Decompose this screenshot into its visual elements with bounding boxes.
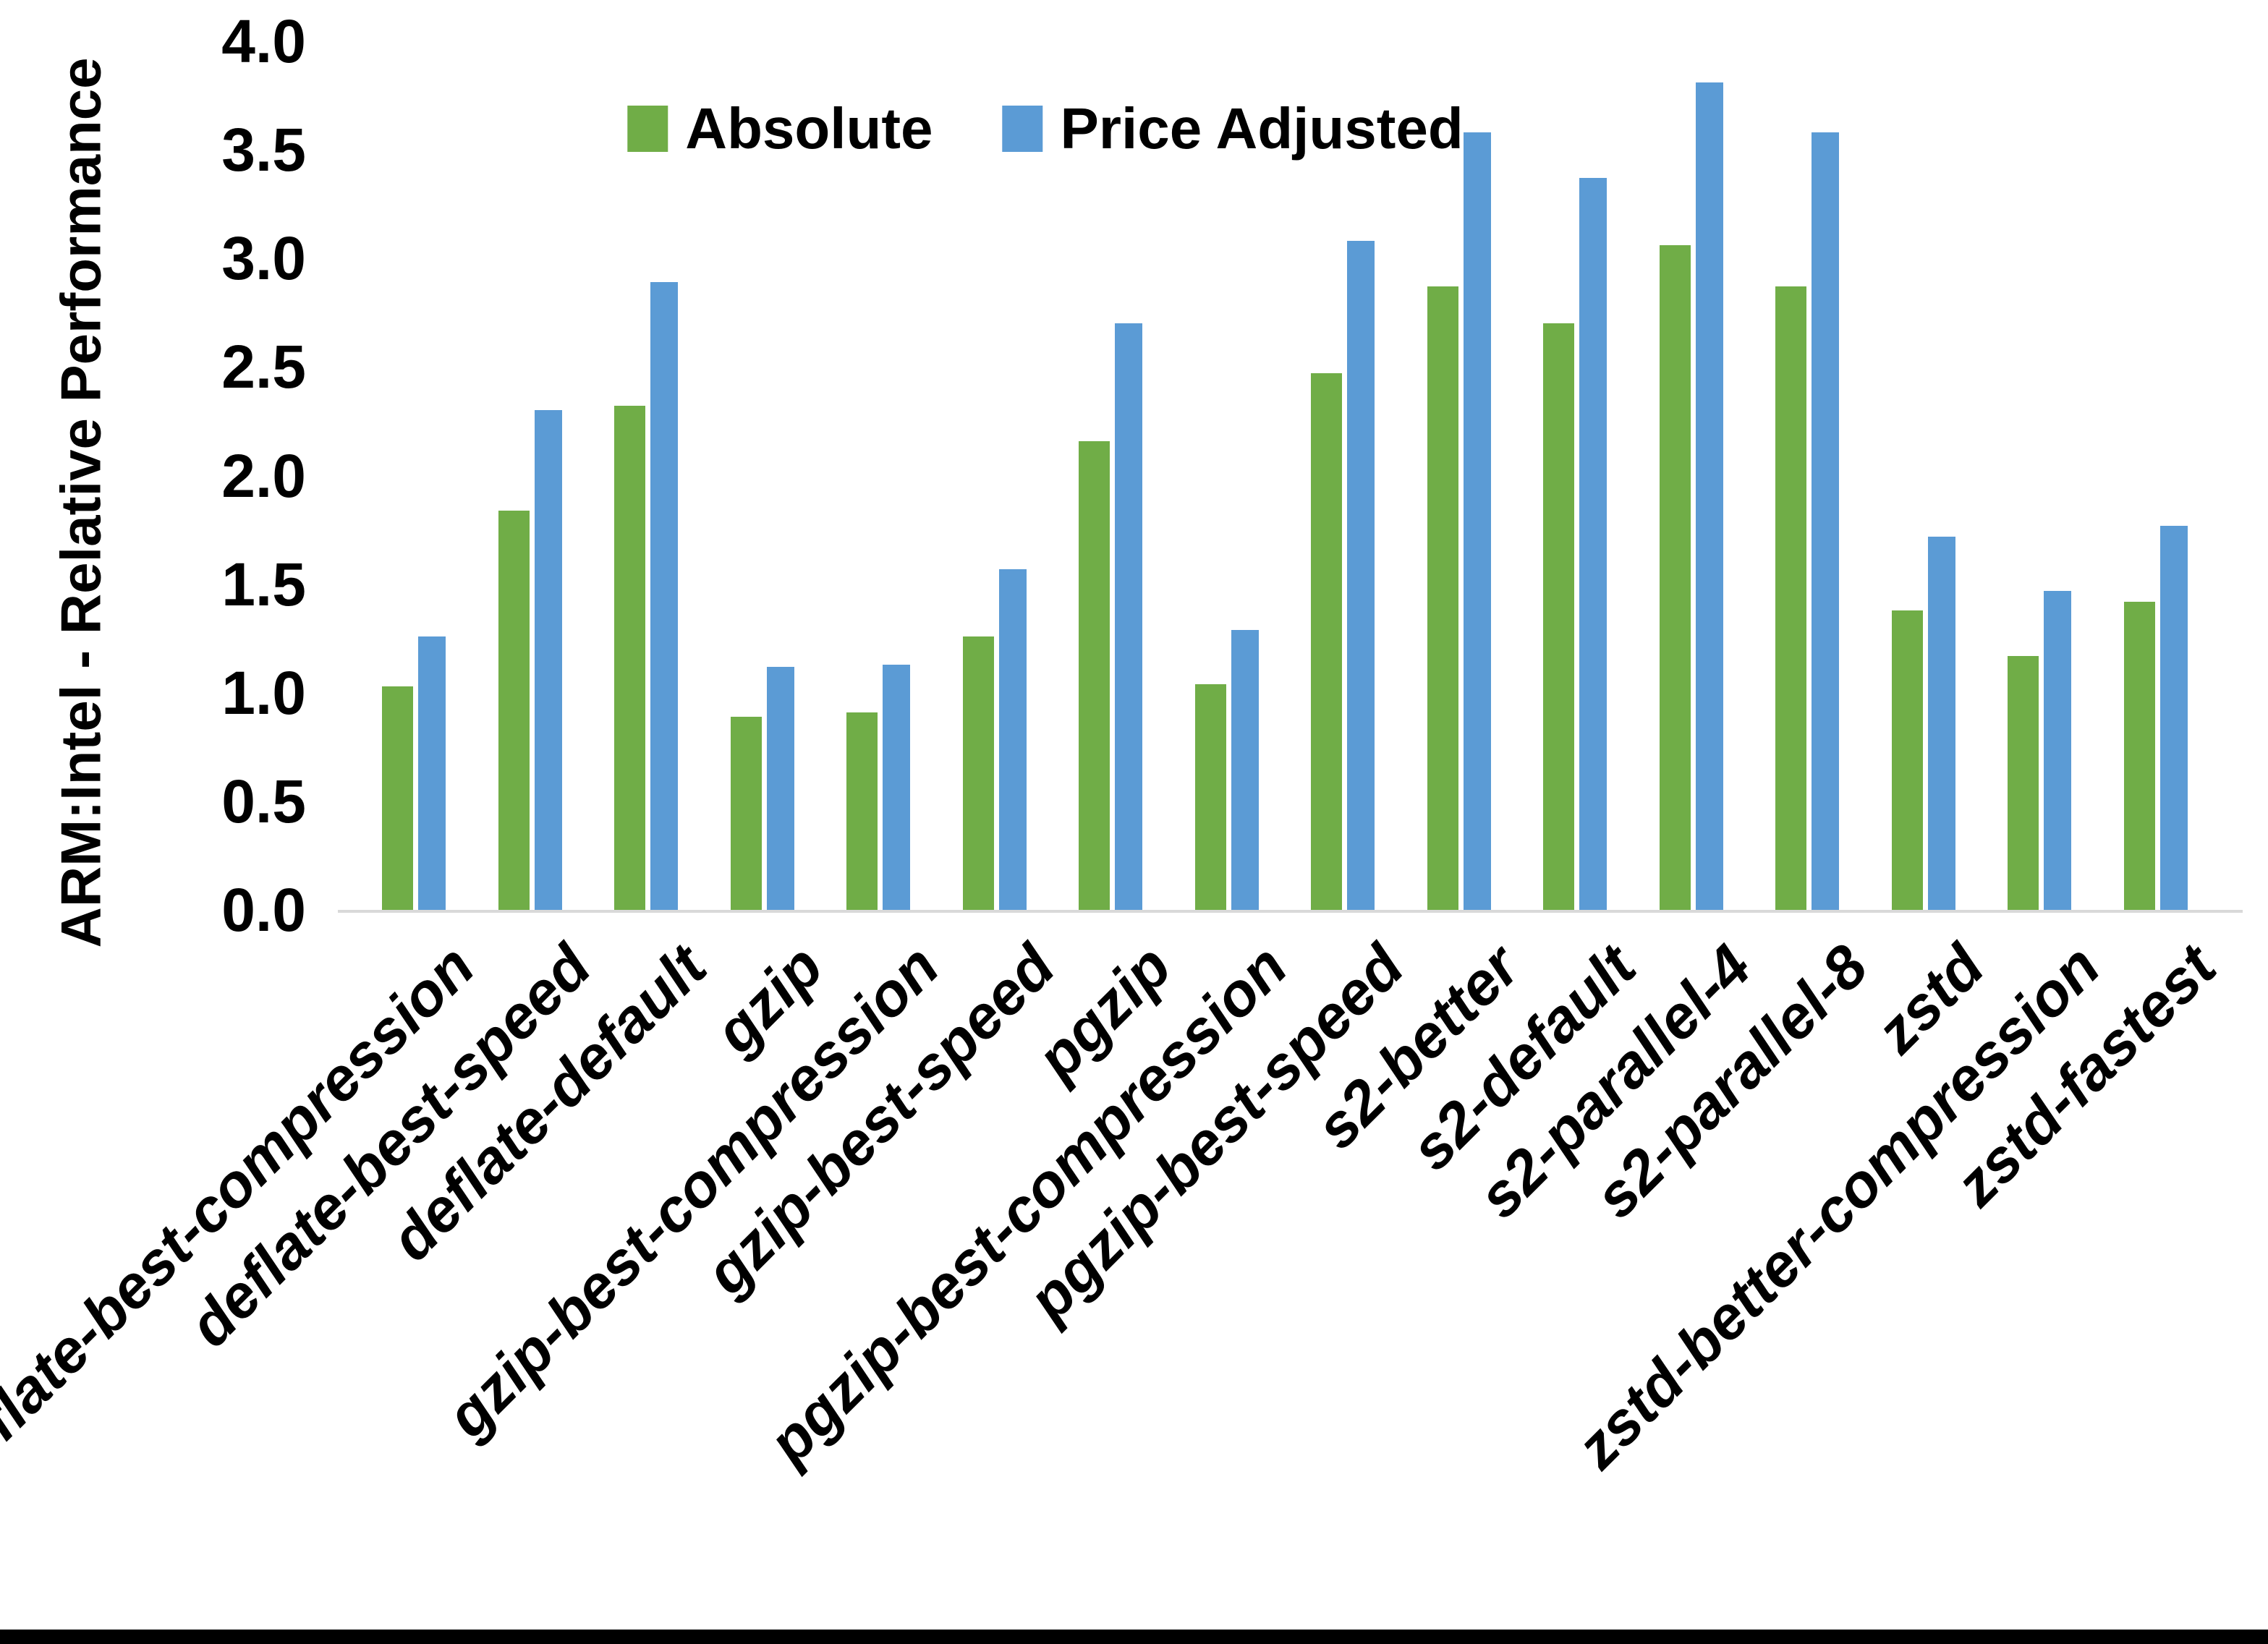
bar-price-adjusted-pgzip-best-compression	[1231, 629, 1259, 910]
bar-absolute-zstd	[1891, 610, 1923, 910]
bottom-border-bar	[0, 1630, 2268, 1644]
y-axis-title: ARM:Intel - Relative Performance	[48, 57, 113, 948]
bar-group-s2-parallel-8	[1749, 41, 1866, 910]
bar-price-adjusted-s2-default	[1579, 178, 1607, 910]
plot-area	[338, 41, 2243, 913]
bar-absolute-gzip-best-speed	[962, 636, 994, 910]
x-axis-line	[338, 910, 2243, 913]
bar-price-adjusted-s2-parallel-8	[1812, 132, 1840, 910]
bar-group-zstd-better-compression	[1982, 41, 2098, 910]
legend-swatch-absolute-icon	[627, 106, 668, 152]
y-tick-label-4.0: 4.0	[221, 7, 306, 75]
bar-group-zstd-fastest	[2098, 41, 2214, 910]
legend-item-absolute: Absolute	[627, 95, 933, 162]
bar-group-s2-default	[1517, 41, 1634, 910]
y-tick-label-2.5: 2.5	[221, 333, 306, 401]
legend-label-price-adjusted: Price Adjusted	[1060, 96, 1464, 161]
bar-absolute-deflate-best-compression	[382, 686, 414, 910]
y-tick-label-0.5: 0.5	[221, 767, 306, 835]
bar-absolute-zstd-better-compression	[2008, 655, 2039, 910]
bar-price-adjusted-s2-better	[1463, 132, 1491, 910]
y-tick-label-1.0: 1.0	[221, 658, 306, 727]
bar-absolute-zstd-fastest	[2123, 601, 2155, 910]
bar-price-adjusted-gzip-best-speed	[998, 568, 1027, 910]
bar-absolute-pgzip-best-speed	[1311, 373, 1343, 910]
bar-group-pgzip-best-speed	[1285, 41, 1401, 910]
bar-price-adjusted-gzip-best-compression	[883, 664, 911, 910]
legend-swatch-price-adjusted-icon	[1002, 106, 1043, 152]
bar-price-adjusted-pgzip	[1115, 323, 1143, 910]
legend: Absolute Price Adjusted	[627, 95, 1464, 162]
bar-groups	[356, 41, 2214, 910]
legend-item-price-adjusted: Price Adjusted	[1002, 95, 1464, 162]
bar-absolute-s2-parallel-4	[1659, 245, 1691, 910]
bar-absolute-gzip	[730, 716, 762, 910]
bar-group-gzip-best-compression	[820, 41, 937, 910]
bar-price-adjusted-zstd-fastest	[2159, 525, 2188, 910]
y-tick-label-0.0: 0.0	[221, 876, 306, 944]
bar-price-adjusted-zstd-better-compression	[2044, 590, 2072, 910]
bar-group-s2-parallel-4	[1634, 41, 1750, 910]
bar-group-zstd	[1866, 41, 1982, 910]
bar-group-gzip	[705, 41, 821, 910]
bar-absolute-s2-default	[1543, 323, 1575, 910]
bar-group-gzip-best-speed	[937, 41, 1053, 910]
legend-label-absolute: Absolute	[685, 96, 933, 161]
bar-absolute-deflate-best-speed	[498, 510, 530, 910]
bar-price-adjusted-deflate-best-compression	[418, 636, 446, 910]
bar-price-adjusted-s2-parallel-4	[1695, 82, 1723, 910]
bar-group-deflate-best-compression	[356, 41, 472, 910]
bar-group-deflate-best-speed	[472, 41, 589, 910]
bar-price-adjusted-deflate-default	[650, 282, 679, 910]
bar-absolute-s2-better	[1427, 286, 1458, 910]
bar-absolute-deflate-default	[614, 406, 646, 910]
bar-price-adjusted-gzip	[766, 666, 794, 910]
bar-absolute-pgzip	[1079, 440, 1110, 910]
bar-group-deflate-default	[588, 41, 705, 910]
bar-price-adjusted-deflate-best-speed	[534, 410, 562, 910]
bar-absolute-gzip-best-compression	[846, 712, 878, 910]
bar-absolute-pgzip-best-compression	[1194, 683, 1226, 910]
y-tick-label-2.0: 2.0	[221, 441, 306, 510]
y-tick-label-1.5: 1.5	[221, 550, 306, 618]
bar-price-adjusted-pgzip-best-speed	[1347, 241, 1375, 910]
bar-group-pgzip	[1053, 41, 1169, 910]
bar-price-adjusted-zstd	[1927, 536, 1955, 910]
bar-absolute-s2-parallel-8	[1775, 286, 1807, 910]
bar-group-pgzip-best-compression	[1169, 41, 1286, 910]
y-tick-label-3.0: 3.0	[221, 224, 306, 293]
bar-group-s2-better	[1401, 41, 1518, 910]
y-tick-label-3.5: 3.5	[221, 116, 306, 184]
